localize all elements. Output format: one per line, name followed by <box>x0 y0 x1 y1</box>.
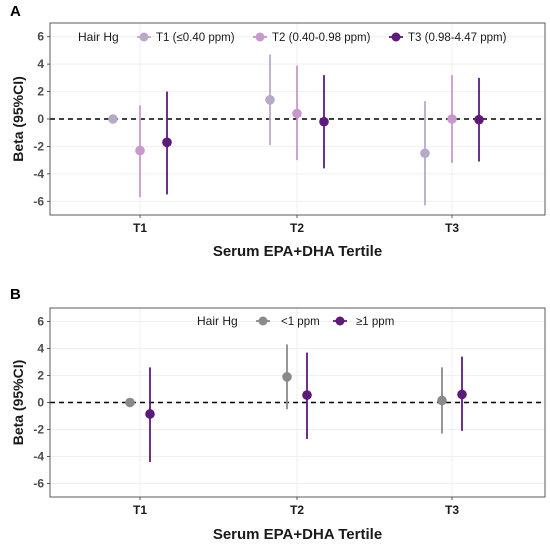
point-b-s2-t3 <box>457 389 467 400</box>
x-tick-label: T2 <box>290 221 304 235</box>
point-b-s1-t1 <box>125 397 135 408</box>
point-a-s1-t2 <box>265 95 275 105</box>
y-tick-label: 4 <box>37 57 44 71</box>
point-a-s3-t1 <box>162 137 172 148</box>
legend-key-point <box>258 316 268 326</box>
x-tick-label: T1 <box>133 503 147 517</box>
x-axis-title: Serum EPA+DHA Tertile <box>213 526 382 543</box>
y-tick-label: -4 <box>33 450 44 464</box>
legend-key-point <box>255 32 265 42</box>
point-a-s1-t1 <box>108 114 118 124</box>
x-tick-label: T3 <box>445 503 459 517</box>
legend-key-point <box>335 316 345 326</box>
point-a-s3-t2 <box>319 116 329 127</box>
panel-a: A -6 -4 -2 0 2 4 6 T1 T2 T3 Beta (95%CI) Serum EPA+D… <box>10 3 546 260</box>
point-a-s1-t3 <box>420 148 430 159</box>
y-axis-title: Beta (95%CI) <box>10 76 26 162</box>
x-tick-label: T2 <box>290 503 304 517</box>
legend: Hair Hg T1 (≤0.40 ppm) T2 (0.40-0.98 ppm) T… <box>78 30 507 44</box>
legend: Hair Hg <1 ppm ≥1 ppm <box>197 314 394 328</box>
panel-label: B <box>10 286 21 303</box>
y-axis-title: Beta (95%CI) <box>10 360 26 446</box>
point-a-s2-t2 <box>292 108 302 119</box>
x-axis-title: Serum EPA+DHA Tertile <box>213 243 382 260</box>
point-b-s1-t3 <box>437 395 447 406</box>
point-a-s2-t1 <box>135 145 145 156</box>
x-tick-label: T1 <box>133 221 147 235</box>
point-b-s2-t1 <box>145 409 155 419</box>
legend-item-label: ≥1 ppm <box>356 316 394 328</box>
y-tick-label: -2 <box>33 139 44 153</box>
panel-b: B -6 -4 -2 0 2 4 6 T1 T2 T3 Beta (95%CI) Serum EPA+D… <box>10 286 546 543</box>
y-tick-label: 2 <box>37 369 44 383</box>
point-a-s2-t3 <box>447 114 457 124</box>
legend-key-point <box>391 32 401 42</box>
legend-title: Hair Hg <box>197 314 238 328</box>
y-tick-label: 6 <box>37 30 44 44</box>
y-tick-label: -2 <box>33 423 44 437</box>
legend-item-label: <1 ppm <box>281 316 320 328</box>
y-tick-label: 2 <box>37 85 44 99</box>
point-a-s3-t3 <box>474 114 484 125</box>
x-tick-label: T3 <box>445 221 459 235</box>
legend-title: Hair Hg <box>78 30 119 44</box>
legend-item-label: T2 (0.40-0.98 ppm) <box>272 32 371 44</box>
point-b-s1-t2 <box>282 372 292 382</box>
panel-label: A <box>10 3 21 20</box>
y-tick-label: -4 <box>33 167 44 181</box>
legend-key-point <box>139 32 149 42</box>
point-b-s2-t2 <box>302 390 312 400</box>
y-tick-label: -6 <box>33 477 44 491</box>
y-tick-label: 0 <box>37 112 44 126</box>
legend-item-label: T3 (0.98-4.47 ppm) <box>408 32 507 44</box>
y-tick-label: 0 <box>37 396 44 410</box>
y-tick-label: -6 <box>33 194 44 208</box>
y-tick-label: 6 <box>37 315 44 329</box>
y-tick-label: 4 <box>37 342 44 356</box>
legend-item-label: T1 (≤0.40 ppm) <box>156 32 235 44</box>
